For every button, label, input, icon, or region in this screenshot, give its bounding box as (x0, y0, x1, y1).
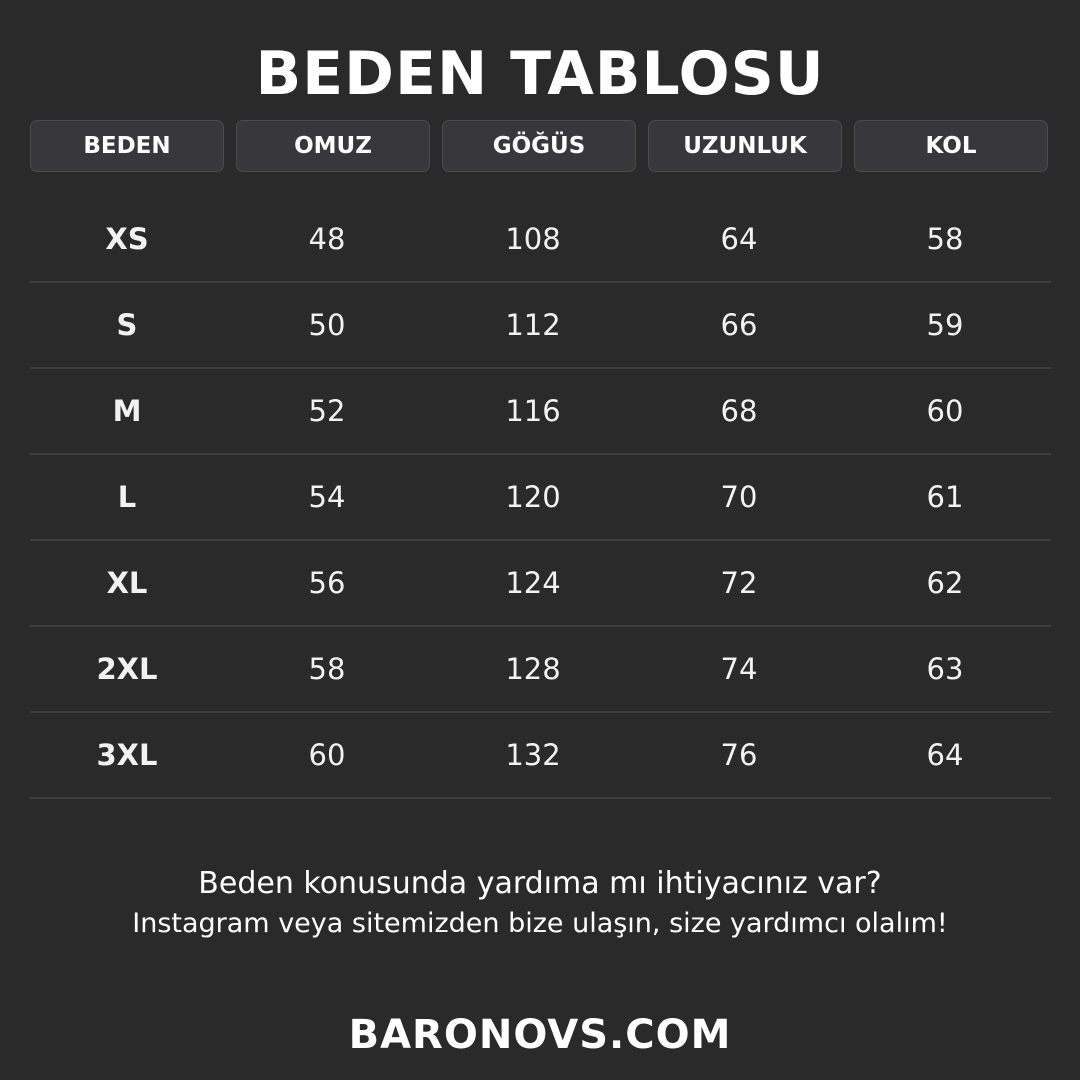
table-cell: 112 (505, 308, 561, 342)
table-cell: 59 (926, 308, 964, 342)
table-cell: 66 (720, 308, 758, 342)
column-header-uzunluk: UZUNLUK (648, 120, 842, 172)
table-row: M 52 116 68 60 (30, 369, 1051, 455)
size-label: L (117, 480, 137, 514)
table-cell: 132 (505, 738, 561, 772)
table-row: L 54 120 70 61 (30, 455, 1051, 541)
size-label: XS (105, 222, 149, 256)
table-cell: 70 (720, 480, 758, 514)
size-label: 3XL (96, 738, 158, 772)
table-cell: 60 (926, 394, 964, 428)
table-cell: 58 (926, 222, 964, 256)
table-cell: 61 (926, 480, 964, 514)
table-cell: 58 (308, 652, 346, 686)
size-table: XS 48 108 64 58 S 50 112 66 59 M 52 116 68 60 L 54 120 70 6… (30, 197, 1051, 799)
table-cell: 56 (308, 566, 346, 600)
website-label: BARONOVS.COM (348, 1012, 732, 1058)
table-cell: 124 (505, 566, 561, 600)
table-cell: 50 (308, 308, 346, 342)
table-cell: 64 (720, 222, 758, 256)
table-row: S 50 112 66 59 (30, 283, 1051, 369)
table-cell: 62 (926, 566, 964, 600)
table-cell: 68 (720, 394, 758, 428)
table-cell: 54 (308, 480, 346, 514)
table-cell: 108 (505, 222, 561, 256)
help-text-line1: Beden konusunda yardıma mı ihtiyacınız v… (198, 866, 882, 901)
table-cell: 128 (505, 652, 561, 686)
table-cell: 48 (308, 222, 346, 256)
size-label: S (116, 308, 138, 342)
size-label: 2XL (96, 652, 158, 686)
table-cell: 63 (926, 652, 964, 686)
table-cell: 116 (505, 394, 561, 428)
table-cell: 76 (720, 738, 758, 772)
column-header-göğüs: GÖĞÜS (442, 120, 636, 172)
page-title: BEDEN TABLOSU (255, 39, 825, 109)
table-cell: 60 (308, 738, 346, 772)
table-row: 3XL 60 132 76 64 (30, 713, 1051, 799)
table-row: XS 48 108 64 58 (30, 197, 1051, 283)
table-cell: 120 (505, 480, 561, 514)
table-cell: 52 (308, 394, 346, 428)
column-header-beden: BEDEN (30, 120, 224, 172)
column-header-omuz: OMUZ (236, 120, 430, 172)
table-cell: 74 (720, 652, 758, 686)
table-cell: 64 (926, 738, 964, 772)
column-header-kol: KOL (854, 120, 1048, 172)
size-label: M (112, 394, 142, 428)
size-label: XL (106, 566, 148, 600)
help-text-line2: Instagram veya sitemizden bize ulaşın, s… (132, 908, 948, 939)
table-cell: 72 (720, 566, 758, 600)
table-row: 2XL 58 128 74 63 (30, 627, 1051, 713)
table-row: XL 56 124 72 62 (30, 541, 1051, 627)
table-header: BEDEN OMUZ GÖĞÜS UZUNLUK KOL (30, 120, 1048, 172)
